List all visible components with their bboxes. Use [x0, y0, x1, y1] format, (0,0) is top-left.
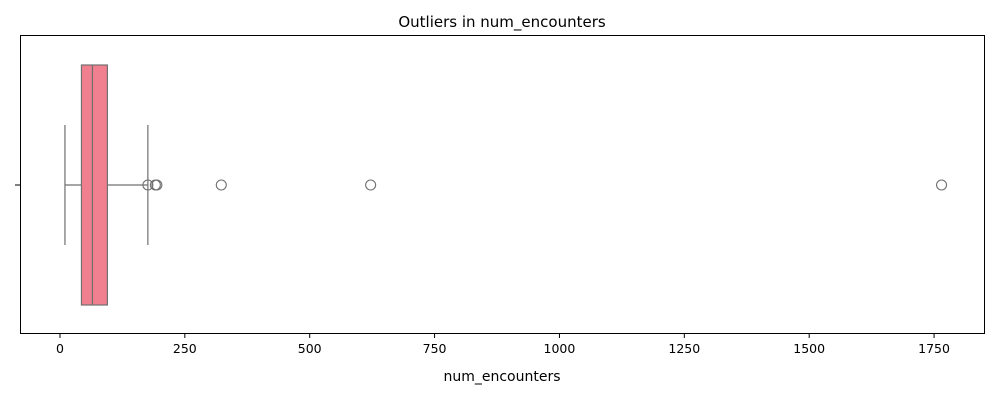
x-axis-label: num_encounters	[443, 369, 560, 385]
x-tick-label: 1750	[918, 341, 950, 356]
outlier-point	[142, 179, 154, 191]
x-tick-label: 1250	[668, 341, 700, 356]
x-tick-label: 0	[56, 341, 64, 356]
outlier-point	[935, 179, 948, 191]
x-tick-label: 1000	[544, 341, 576, 356]
outlier-point	[151, 179, 163, 191]
x-tick-label: 1500	[793, 341, 825, 356]
plot-frame	[20, 35, 985, 334]
x-tick-label: 250	[173, 341, 197, 356]
x-tick-label: 750	[423, 341, 447, 356]
outlier-point	[365, 179, 377, 191]
x-tick-label: 500	[298, 341, 322, 356]
chart-title: Outliers in num_encounters	[398, 13, 606, 32]
outlier-point	[215, 179, 227, 191]
iqr-box	[80, 64, 109, 306]
